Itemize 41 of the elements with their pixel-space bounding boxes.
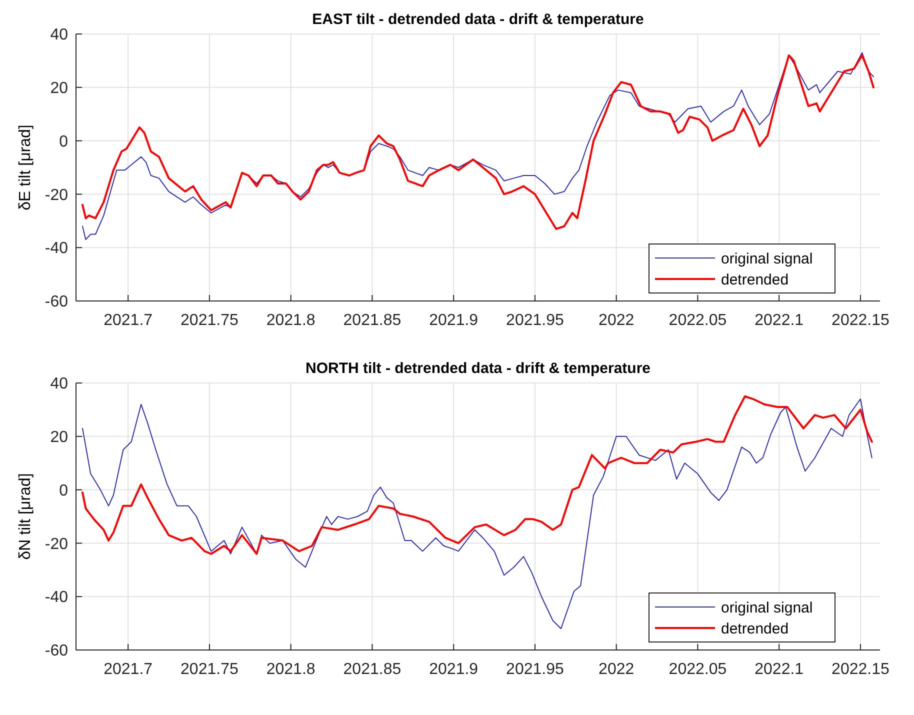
y-tick-label: -60 [44, 294, 68, 311]
x-tick-label: 2022.15 [832, 312, 890, 329]
y-tick-label: 0 [59, 482, 68, 500]
y-tick-label: -20 [44, 536, 68, 553]
y-axis-title: δE tilt [μrad] [17, 124, 34, 210]
x-tick-label: 2022 [598, 312, 634, 329]
x-tick-label: 2022.05 [668, 312, 727, 329]
x-tick-label: 2021.85 [343, 661, 402, 678]
x-tick-label: 2021.7 [104, 661, 153, 678]
legend-label: detrended [721, 620, 789, 638]
x-tick-label: 2022.1 [754, 312, 804, 329]
y-tick-label: 0 [59, 133, 68, 150]
x-tick-label: 2021.8 [266, 312, 316, 329]
legend-label: detrended [721, 271, 789, 288]
x-tick-label: 2021.75 [180, 661, 238, 678]
y-tick-label: -40 [44, 589, 68, 606]
y-tick-label: -40 [44, 240, 68, 258]
y-tick-label: 20 [50, 80, 68, 97]
line-series [82, 395, 873, 555]
x-tick-label: 2022.15 [832, 661, 890, 678]
legend-label: original signal [721, 599, 813, 616]
x-tick-label: 2021.9 [429, 661, 478, 678]
x-tick-label: 2021.85 [343, 312, 402, 329]
x-tick-label: 2021.9 [429, 312, 478, 329]
chart-title: NORTH tilt - detrended data - drift & temperature [305, 360, 651, 377]
y-tick-label: 20 [50, 429, 68, 446]
x-tick-label: 2022 [598, 661, 634, 678]
legend-label: original signal [721, 250, 813, 268]
x-tick-label: 2021.75 [180, 312, 238, 329]
y-axis-title: δN tilt [μrad] [17, 473, 34, 560]
x-tick-label: 2021.8 [266, 661, 316, 678]
y-tick-label: 40 [50, 376, 68, 393]
x-tick-label: 2021.7 [104, 312, 153, 329]
x-tick-label: 2021.95 [506, 312, 564, 329]
y-tick-label: 40 [50, 26, 68, 44]
y-tick-label: -60 [44, 642, 68, 660]
y-tick-label: -20 [44, 186, 68, 204]
x-tick-label: 2022.1 [754, 661, 804, 678]
x-tick-label: 2021.95 [506, 661, 564, 678]
x-tick-label: 2022.05 [668, 661, 727, 678]
chart-title: EAST tilt - detrended data - drift & temperature [312, 11, 644, 28]
